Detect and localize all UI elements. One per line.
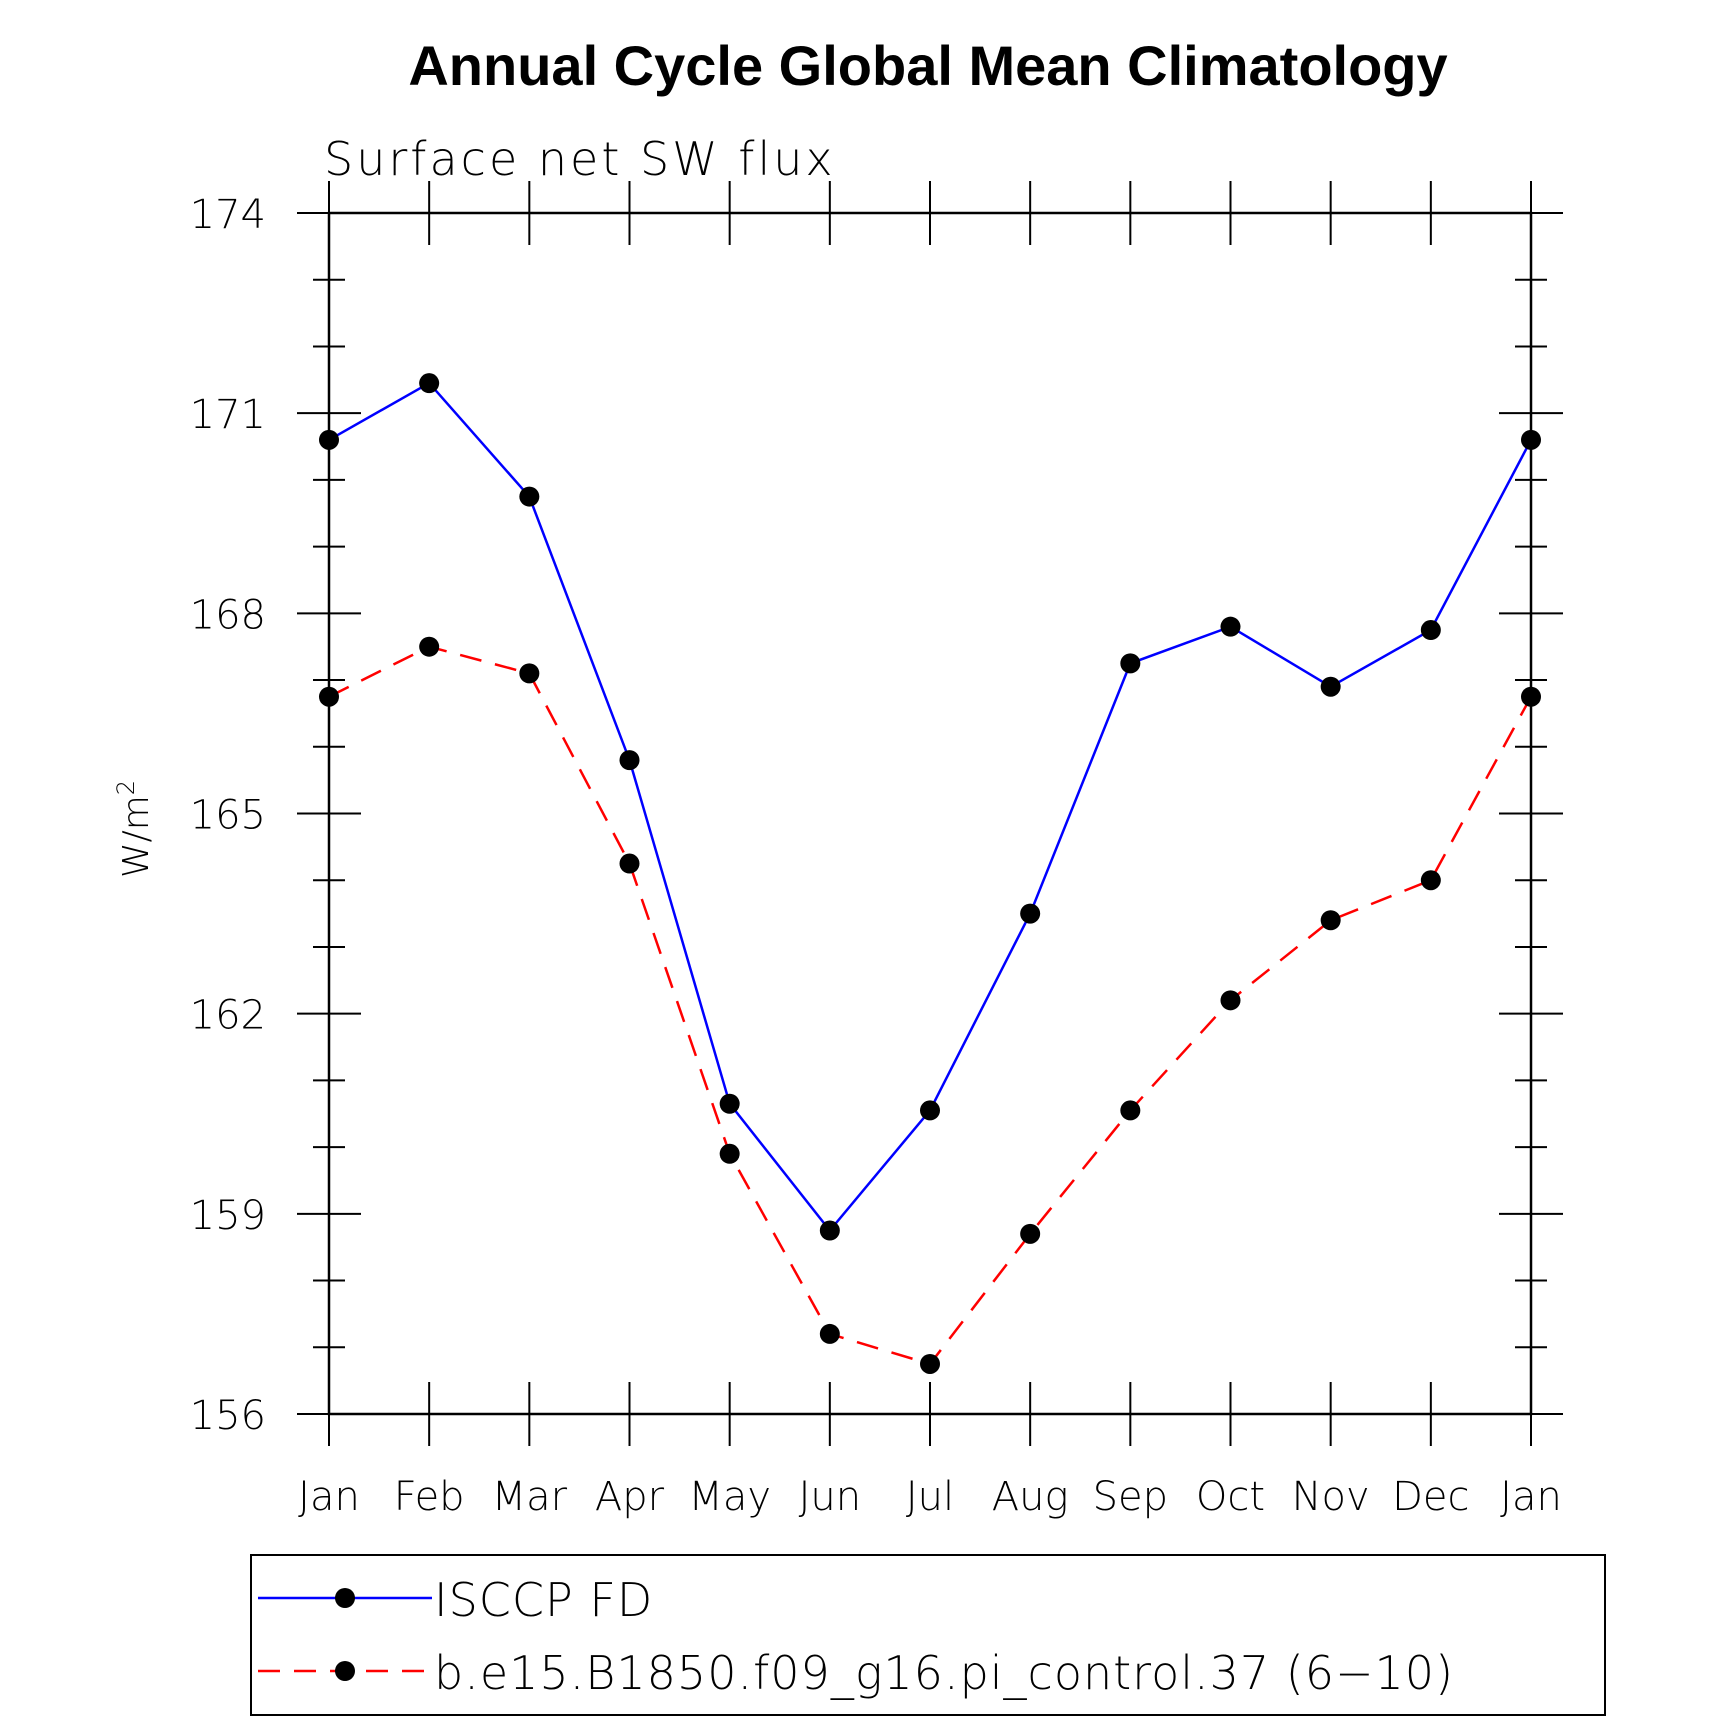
chart-subtitle: Surface net SW flux: [324, 132, 836, 186]
data-point: [419, 373, 440, 394]
x-tick-label: Mar: [492, 1474, 568, 1520]
series-layer: [319, 373, 1541, 1374]
data-point: [619, 750, 640, 771]
chart-title: Annual Cycle Global Mean Climatology: [408, 34, 1447, 97]
data-point: [1420, 620, 1441, 641]
plot-frame: [327, 211, 1533, 1416]
y-tick-label: 165: [190, 793, 266, 839]
y-tick-label: 162: [190, 993, 266, 1039]
x-tick-label: Feb: [394, 1474, 465, 1520]
data-point: [619, 853, 640, 874]
x-tick-label: Nov: [1292, 1474, 1370, 1520]
data-point: [1020, 1223, 1041, 1244]
legend-marker-isccp: [335, 1588, 355, 1608]
data-point: [1120, 653, 1141, 674]
data-point: [1220, 616, 1241, 637]
legend-label-model: b.e15.B1850.f09_g16.pi_control.37 (6−10): [434, 1646, 1454, 1700]
data-point: [920, 1353, 940, 1374]
data-point: [1521, 429, 1541, 450]
data-point: [920, 1100, 940, 1121]
data-point: [519, 663, 540, 684]
x-tick-label: Sep: [1093, 1474, 1168, 1520]
y-axis-label: W/m2: [112, 780, 157, 878]
data-point: [519, 486, 540, 507]
data-point: [1120, 1100, 1141, 1121]
legend: ISCCP FD b.e15.B1850.f09_g16.pi_control.…: [250, 1554, 1606, 1716]
data-point: [419, 636, 440, 657]
data-point: [1020, 903, 1041, 924]
data-point: [719, 1143, 740, 1164]
x-tick-label: May: [688, 1474, 771, 1520]
data-point: [819, 1323, 840, 1344]
x-tick-label: Jun: [799, 1474, 862, 1520]
data-point: [819, 1220, 840, 1241]
x-tick-label: Apr: [595, 1474, 665, 1520]
data-point: [319, 686, 339, 707]
y-tick-label: 156: [190, 1393, 266, 1439]
data-point: [319, 429, 339, 450]
legend-box: [250, 1554, 1606, 1716]
x-tick-label: Oct: [1196, 1474, 1265, 1520]
y-tick-label: 171: [190, 392, 266, 438]
data-point: [1220, 990, 1241, 1011]
x-tick-label: Jan: [1500, 1474, 1562, 1520]
data-point: [719, 1093, 740, 1114]
x-tick-label: Jul: [906, 1474, 954, 1520]
data-point: [1521, 686, 1541, 707]
legend-label-isccp: ISCCP FD: [434, 1573, 653, 1627]
y-axis-label-superscript: 2: [112, 780, 140, 795]
y-tick-label: 174: [190, 192, 266, 238]
data-point: [1320, 676, 1341, 697]
y-axis-label-main: W/m: [116, 795, 157, 878]
x-tick-label: Dec: [1392, 1474, 1469, 1520]
y-tick-label: 159: [190, 1193, 266, 1239]
series-group-1: [319, 373, 1541, 1241]
series-line-2: [328, 645, 1533, 1366]
series-group-2: [319, 636, 1541, 1374]
y-axis-label-text: W/m2: [112, 780, 157, 878]
legend-marker-model: [335, 1661, 355, 1681]
x-tick-label: Jan: [298, 1474, 360, 1520]
x-tick-label: Aug: [992, 1474, 1069, 1520]
axes: 156 159 162 165 168 171 174 Jan Feb Mar Apr May Jun J…: [190, 181, 1563, 1520]
y-tick-label: 168: [190, 592, 266, 638]
data-point: [1420, 870, 1441, 891]
data-point: [1320, 910, 1341, 931]
